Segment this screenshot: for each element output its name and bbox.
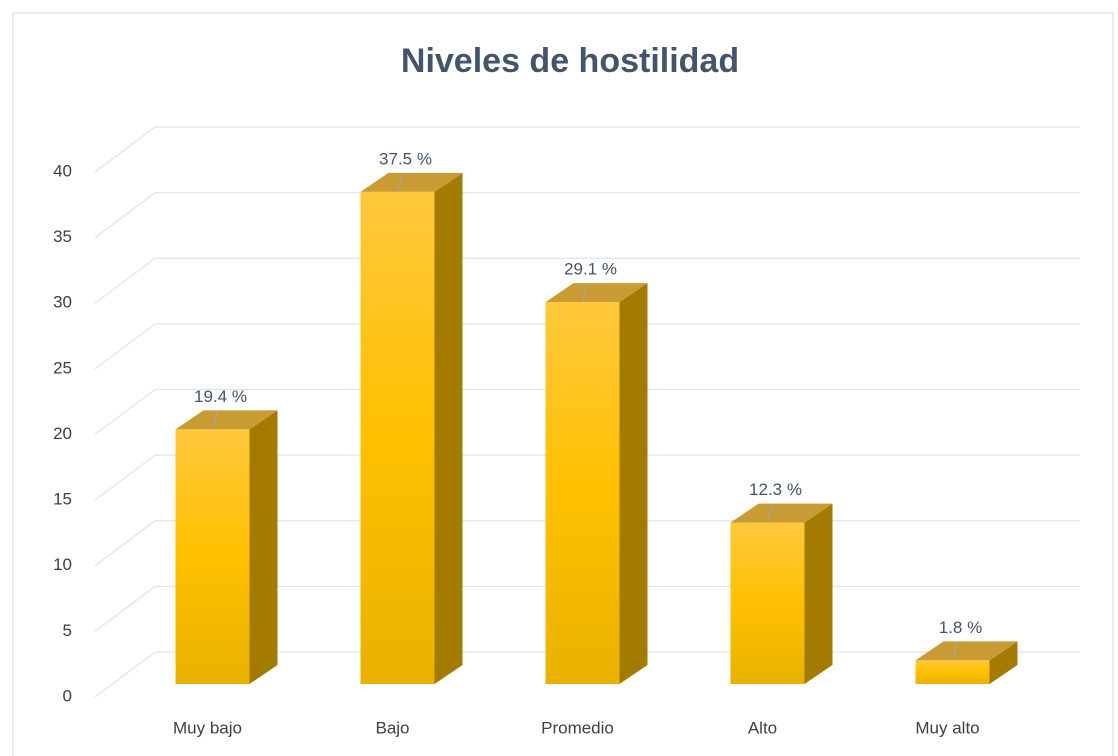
grid-line-side xyxy=(94,126,156,173)
x-tick-label: Muy bajo xyxy=(173,718,242,737)
y-tick-label: 15 xyxy=(53,490,72,509)
leader-line xyxy=(211,411,219,429)
y-tick-label: 10 xyxy=(53,555,72,574)
bar xyxy=(545,302,620,684)
y-tick-label: 25 xyxy=(53,358,72,377)
y-tick-label: 35 xyxy=(53,227,72,246)
grid-line-side xyxy=(94,454,156,501)
grid-line-side xyxy=(94,192,156,239)
leader-line xyxy=(396,173,404,191)
bar xyxy=(360,191,435,684)
y-tick-label: 20 xyxy=(53,424,72,443)
grid-line-side xyxy=(94,651,156,698)
grid-line-side xyxy=(94,520,156,567)
value-label: 12.3 % xyxy=(749,480,802,499)
bar-top xyxy=(545,283,648,303)
bar-side xyxy=(619,283,648,684)
grid-line-side xyxy=(94,585,156,632)
bar-top xyxy=(175,410,278,430)
y-tick-label: 5 xyxy=(63,621,72,640)
bar-side xyxy=(989,641,1018,684)
bar-top xyxy=(360,172,463,192)
bar xyxy=(175,429,250,684)
bar-side xyxy=(434,172,463,684)
x-tick-label: Bajo xyxy=(375,718,409,737)
chart-title: Niveles de hostilidad xyxy=(401,42,739,80)
x-tick-label: Muy alto xyxy=(915,718,979,737)
y-tick-label: 0 xyxy=(63,686,72,705)
value-label: 19.4 % xyxy=(194,387,247,406)
bar-side xyxy=(804,503,833,684)
y-tick-label: 40 xyxy=(53,161,72,180)
value-label: 37.5 % xyxy=(379,149,432,168)
grid-line-side xyxy=(94,257,156,304)
leader-line xyxy=(766,504,774,522)
grid-line-side xyxy=(94,388,156,436)
bar-side xyxy=(249,410,278,684)
y-tick-label: 30 xyxy=(53,293,72,312)
value-label: 1.8 % xyxy=(939,618,982,637)
leader-line xyxy=(951,642,959,660)
grid-line-side xyxy=(94,323,156,370)
bar xyxy=(915,660,990,684)
value-label: 29.1 % xyxy=(564,260,617,279)
x-tick-label: Alto xyxy=(748,718,777,737)
bar-top xyxy=(730,503,833,523)
leader-line xyxy=(581,283,589,302)
x-tick-label: Promedio xyxy=(541,718,614,737)
bar xyxy=(730,522,805,684)
bar-top xyxy=(915,641,1018,661)
